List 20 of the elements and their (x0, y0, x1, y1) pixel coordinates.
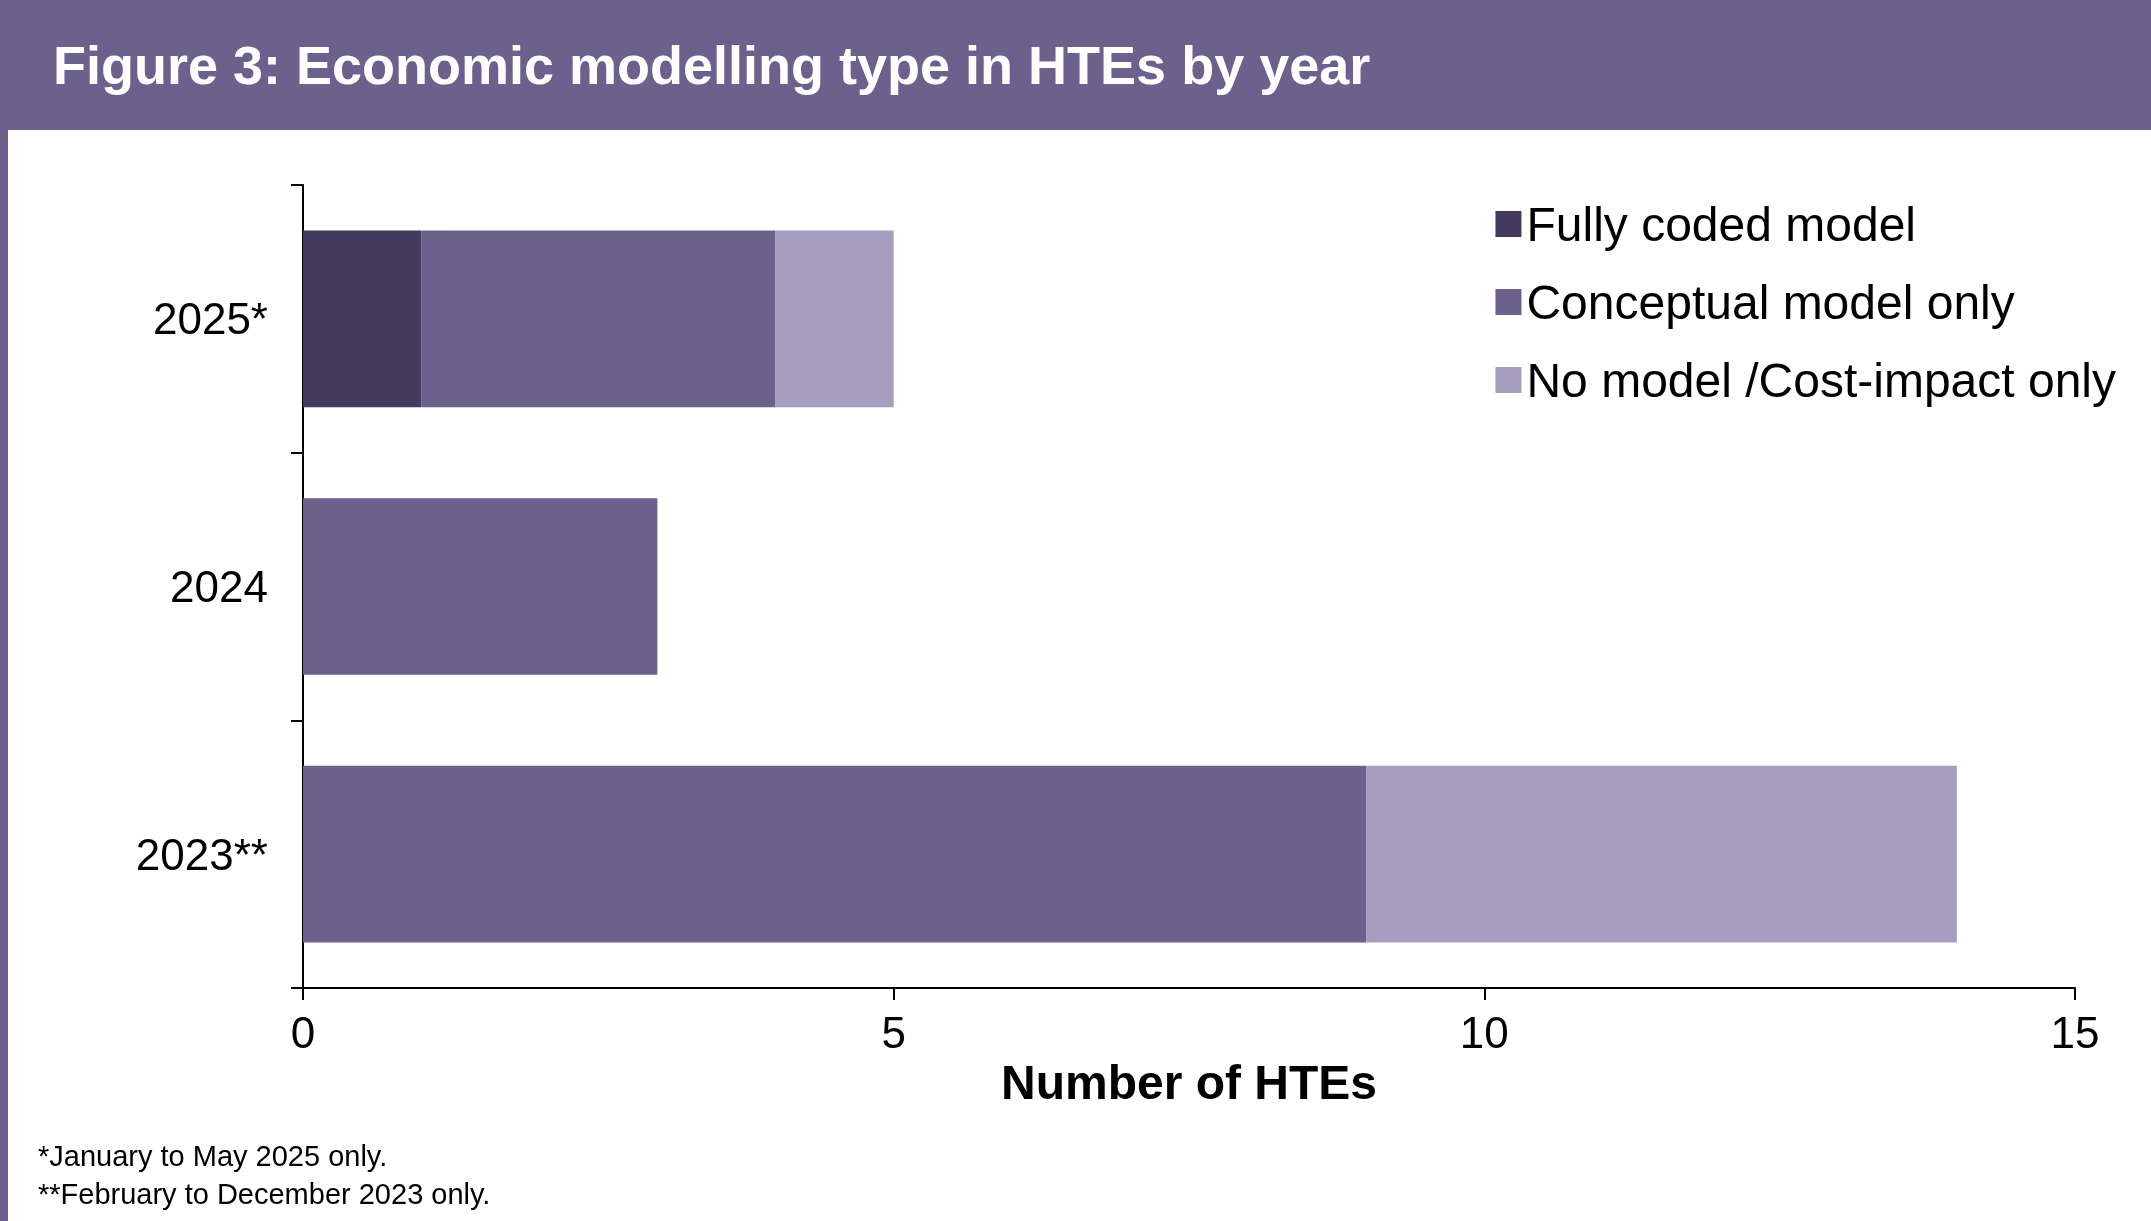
bar (775, 230, 894, 408)
x-tick-label: 5 (881, 1007, 906, 1057)
legend-label: Fully coded model (1526, 197, 1916, 251)
x-tick-label: 15 (2050, 1007, 2100, 1057)
y-tick-label: 2023** (135, 829, 268, 879)
x-axis-title: Number of HTEs (1000, 1056, 1378, 1110)
bar (421, 230, 776, 408)
text: **February to December 2023 only. (38, 1177, 491, 1212)
bar (303, 498, 658, 675)
y-tick-label: 2025* (152, 294, 268, 344)
x-tick-label: 0 (290, 1007, 316, 1057)
bar (1366, 765, 1957, 943)
x-tick-label: 10 (1459, 1007, 1509, 1057)
legend-label: Conceptual model only (1526, 275, 2015, 329)
y-tick-label: 2024 (170, 562, 268, 611)
chart-title: Figure 3: Economic modelling type in HTEs by year (8, 0, 2151, 130)
bar (303, 765, 1367, 943)
legend-label: No model /Cost-impact only (1526, 353, 2116, 407)
bar (303, 230, 422, 408)
text: *January to May 2025 only. (38, 1139, 389, 1174)
